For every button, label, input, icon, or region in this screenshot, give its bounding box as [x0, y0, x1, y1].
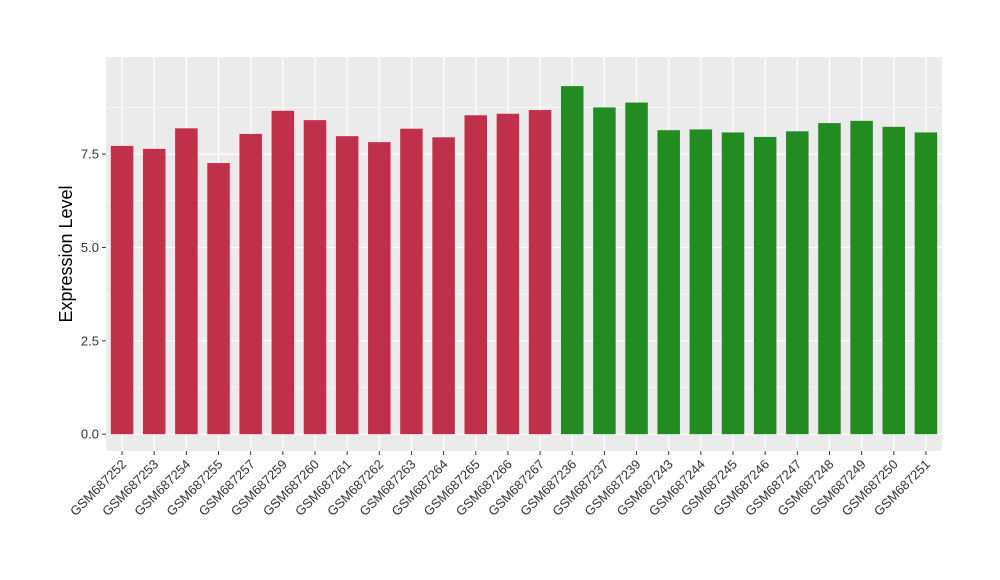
bar-GSM687245 — [721, 132, 745, 435]
bar-GSM687237 — [593, 107, 616, 435]
bar-GSM687243 — [657, 130, 680, 435]
bar-GSM687255 — [207, 163, 230, 435]
bar-GSM687246 — [753, 136, 777, 435]
y-tick-label: 0.0 — [81, 427, 99, 442]
y-tick-label: 2.5 — [81, 333, 99, 348]
bar-GSM687249 — [850, 120, 873, 435]
bar-GSM687244 — [689, 129, 713, 435]
bar-GSM687248 — [818, 123, 841, 435]
x-axis: GSM687252GSM687253GSM687254GSM687255GSM6… — [67, 451, 933, 519]
bar-GSM687250 — [882, 126, 906, 435]
bar-GSM687260 — [303, 120, 327, 435]
bar-GSM687261 — [335, 136, 359, 435]
bar-GSM687247 — [786, 131, 809, 435]
bar-GSM687253 — [142, 148, 166, 435]
bar-GSM687266 — [496, 113, 520, 435]
y-axis: 0.0 2.5 5.0 7.5 — [81, 147, 106, 442]
y-tick-label: 5.0 — [81, 240, 99, 255]
bar-GSM687254 — [175, 128, 198, 435]
bars — [110, 86, 938, 435]
bar-GSM687259 — [271, 110, 295, 435]
bar-GSM687251 — [914, 132, 938, 435]
bar-GSM687239 — [625, 102, 648, 435]
plot-panel — [106, 57, 942, 451]
bar-GSM687252 — [110, 145, 134, 435]
bar-GSM687263 — [400, 128, 423, 435]
bar-GSM687264 — [432, 137, 455, 435]
y-tick-label: 7.5 — [81, 147, 99, 162]
bar-GSM687267 — [528, 110, 552, 435]
bar-GSM687262 — [368, 142, 391, 435]
bar-GSM687236 — [560, 86, 584, 435]
y-axis-title: Expression Level — [56, 185, 76, 322]
bar-GSM687265 — [464, 115, 488, 435]
bar-GSM687257 — [239, 133, 262, 435]
